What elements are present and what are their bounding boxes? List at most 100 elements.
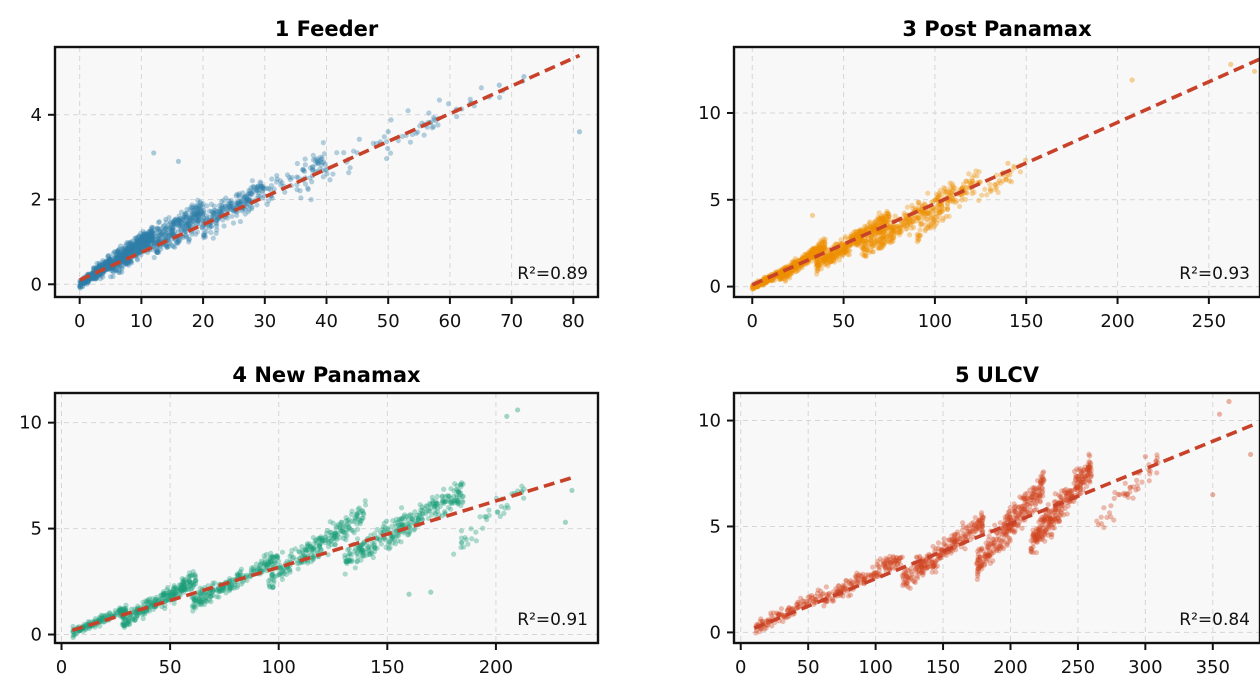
data-point — [178, 583, 185, 589]
data-point — [78, 281, 84, 287]
data-point — [193, 211, 200, 217]
data-point — [141, 233, 147, 239]
data-point — [229, 200, 235, 206]
data-point — [930, 543, 936, 550]
data-point — [824, 253, 830, 259]
data-point — [105, 265, 112, 272]
data-point — [182, 228, 188, 234]
data-point — [822, 258, 828, 264]
data-point — [914, 215, 921, 221]
data-point — [241, 194, 247, 200]
data-point — [182, 577, 188, 583]
data-point — [915, 232, 921, 238]
data-point — [899, 221, 905, 227]
data-point — [309, 179, 315, 185]
data-point — [171, 584, 177, 590]
data-point — [878, 220, 885, 226]
data-point — [813, 264, 819, 270]
data-point — [135, 234, 141, 240]
data-point — [122, 251, 128, 257]
data-point — [909, 225, 915, 231]
data-point — [130, 247, 136, 253]
data-point — [569, 487, 575, 494]
data-point — [856, 239, 862, 245]
data-point — [945, 204, 951, 211]
data-point — [240, 190, 246, 196]
data-point — [141, 239, 147, 245]
data-point — [122, 249, 129, 255]
data-point — [929, 214, 935, 221]
data-point — [910, 205, 916, 212]
data-point — [925, 210, 931, 216]
data-point — [183, 215, 189, 221]
data-point — [122, 247, 128, 253]
data-point — [840, 252, 846, 258]
data-point — [154, 225, 160, 232]
data-point — [147, 233, 153, 239]
data-point — [1251, 68, 1258, 74]
data-point — [787, 271, 794, 277]
data-point — [455, 498, 461, 504]
data-point — [916, 233, 922, 239]
data-point — [889, 236, 895, 242]
data-point — [186, 579, 192, 585]
data-point — [821, 236, 827, 242]
data-point — [137, 244, 143, 250]
data-point — [945, 188, 952, 194]
data-point — [259, 195, 266, 201]
data-point — [206, 224, 213, 231]
data-point — [435, 122, 441, 128]
data-point — [139, 234, 145, 240]
data-point — [182, 582, 189, 589]
data-point — [177, 586, 184, 592]
data-point — [105, 259, 111, 266]
data-point — [282, 568, 288, 575]
data-point — [244, 203, 250, 210]
data-point — [170, 592, 176, 598]
data-point — [236, 194, 243, 200]
data-point — [106, 262, 112, 268]
data-point — [115, 256, 122, 262]
data-point — [861, 238, 867, 245]
data-point — [118, 254, 125, 261]
data-point — [854, 230, 861, 236]
data-point — [903, 226, 909, 232]
data-point — [169, 589, 175, 595]
data-point — [793, 263, 800, 269]
data-point — [875, 230, 882, 236]
data-point — [90, 271, 96, 277]
data-point — [267, 558, 273, 565]
data-point — [362, 502, 369, 508]
data-point — [333, 525, 339, 531]
data-point — [131, 606, 138, 612]
data-point — [847, 592, 854, 598]
data-point — [814, 262, 821, 268]
data-point — [160, 230, 166, 237]
data-point — [962, 196, 969, 203]
data-point — [185, 579, 191, 585]
data-point — [137, 241, 143, 248]
data-point — [255, 188, 261, 194]
data-point — [778, 272, 784, 278]
data-point — [871, 227, 877, 233]
data-point — [148, 237, 154, 243]
data-point — [851, 229, 857, 235]
data-point — [136, 240, 143, 246]
data-point — [875, 214, 881, 220]
data-point — [818, 245, 824, 251]
data-point — [166, 589, 173, 595]
data-point — [144, 598, 151, 604]
data-point — [82, 279, 88, 285]
data-point — [133, 609, 139, 615]
data-point — [251, 189, 257, 195]
data-point — [833, 585, 839, 592]
data-point — [887, 240, 893, 246]
data-point — [842, 233, 848, 240]
data-point — [258, 183, 265, 189]
data-point — [170, 231, 176, 237]
data-point — [188, 204, 194, 210]
data-point — [151, 150, 157, 156]
data-point — [881, 229, 887, 235]
data-point — [192, 211, 199, 217]
x-tick-label: 250 — [1192, 311, 1226, 332]
